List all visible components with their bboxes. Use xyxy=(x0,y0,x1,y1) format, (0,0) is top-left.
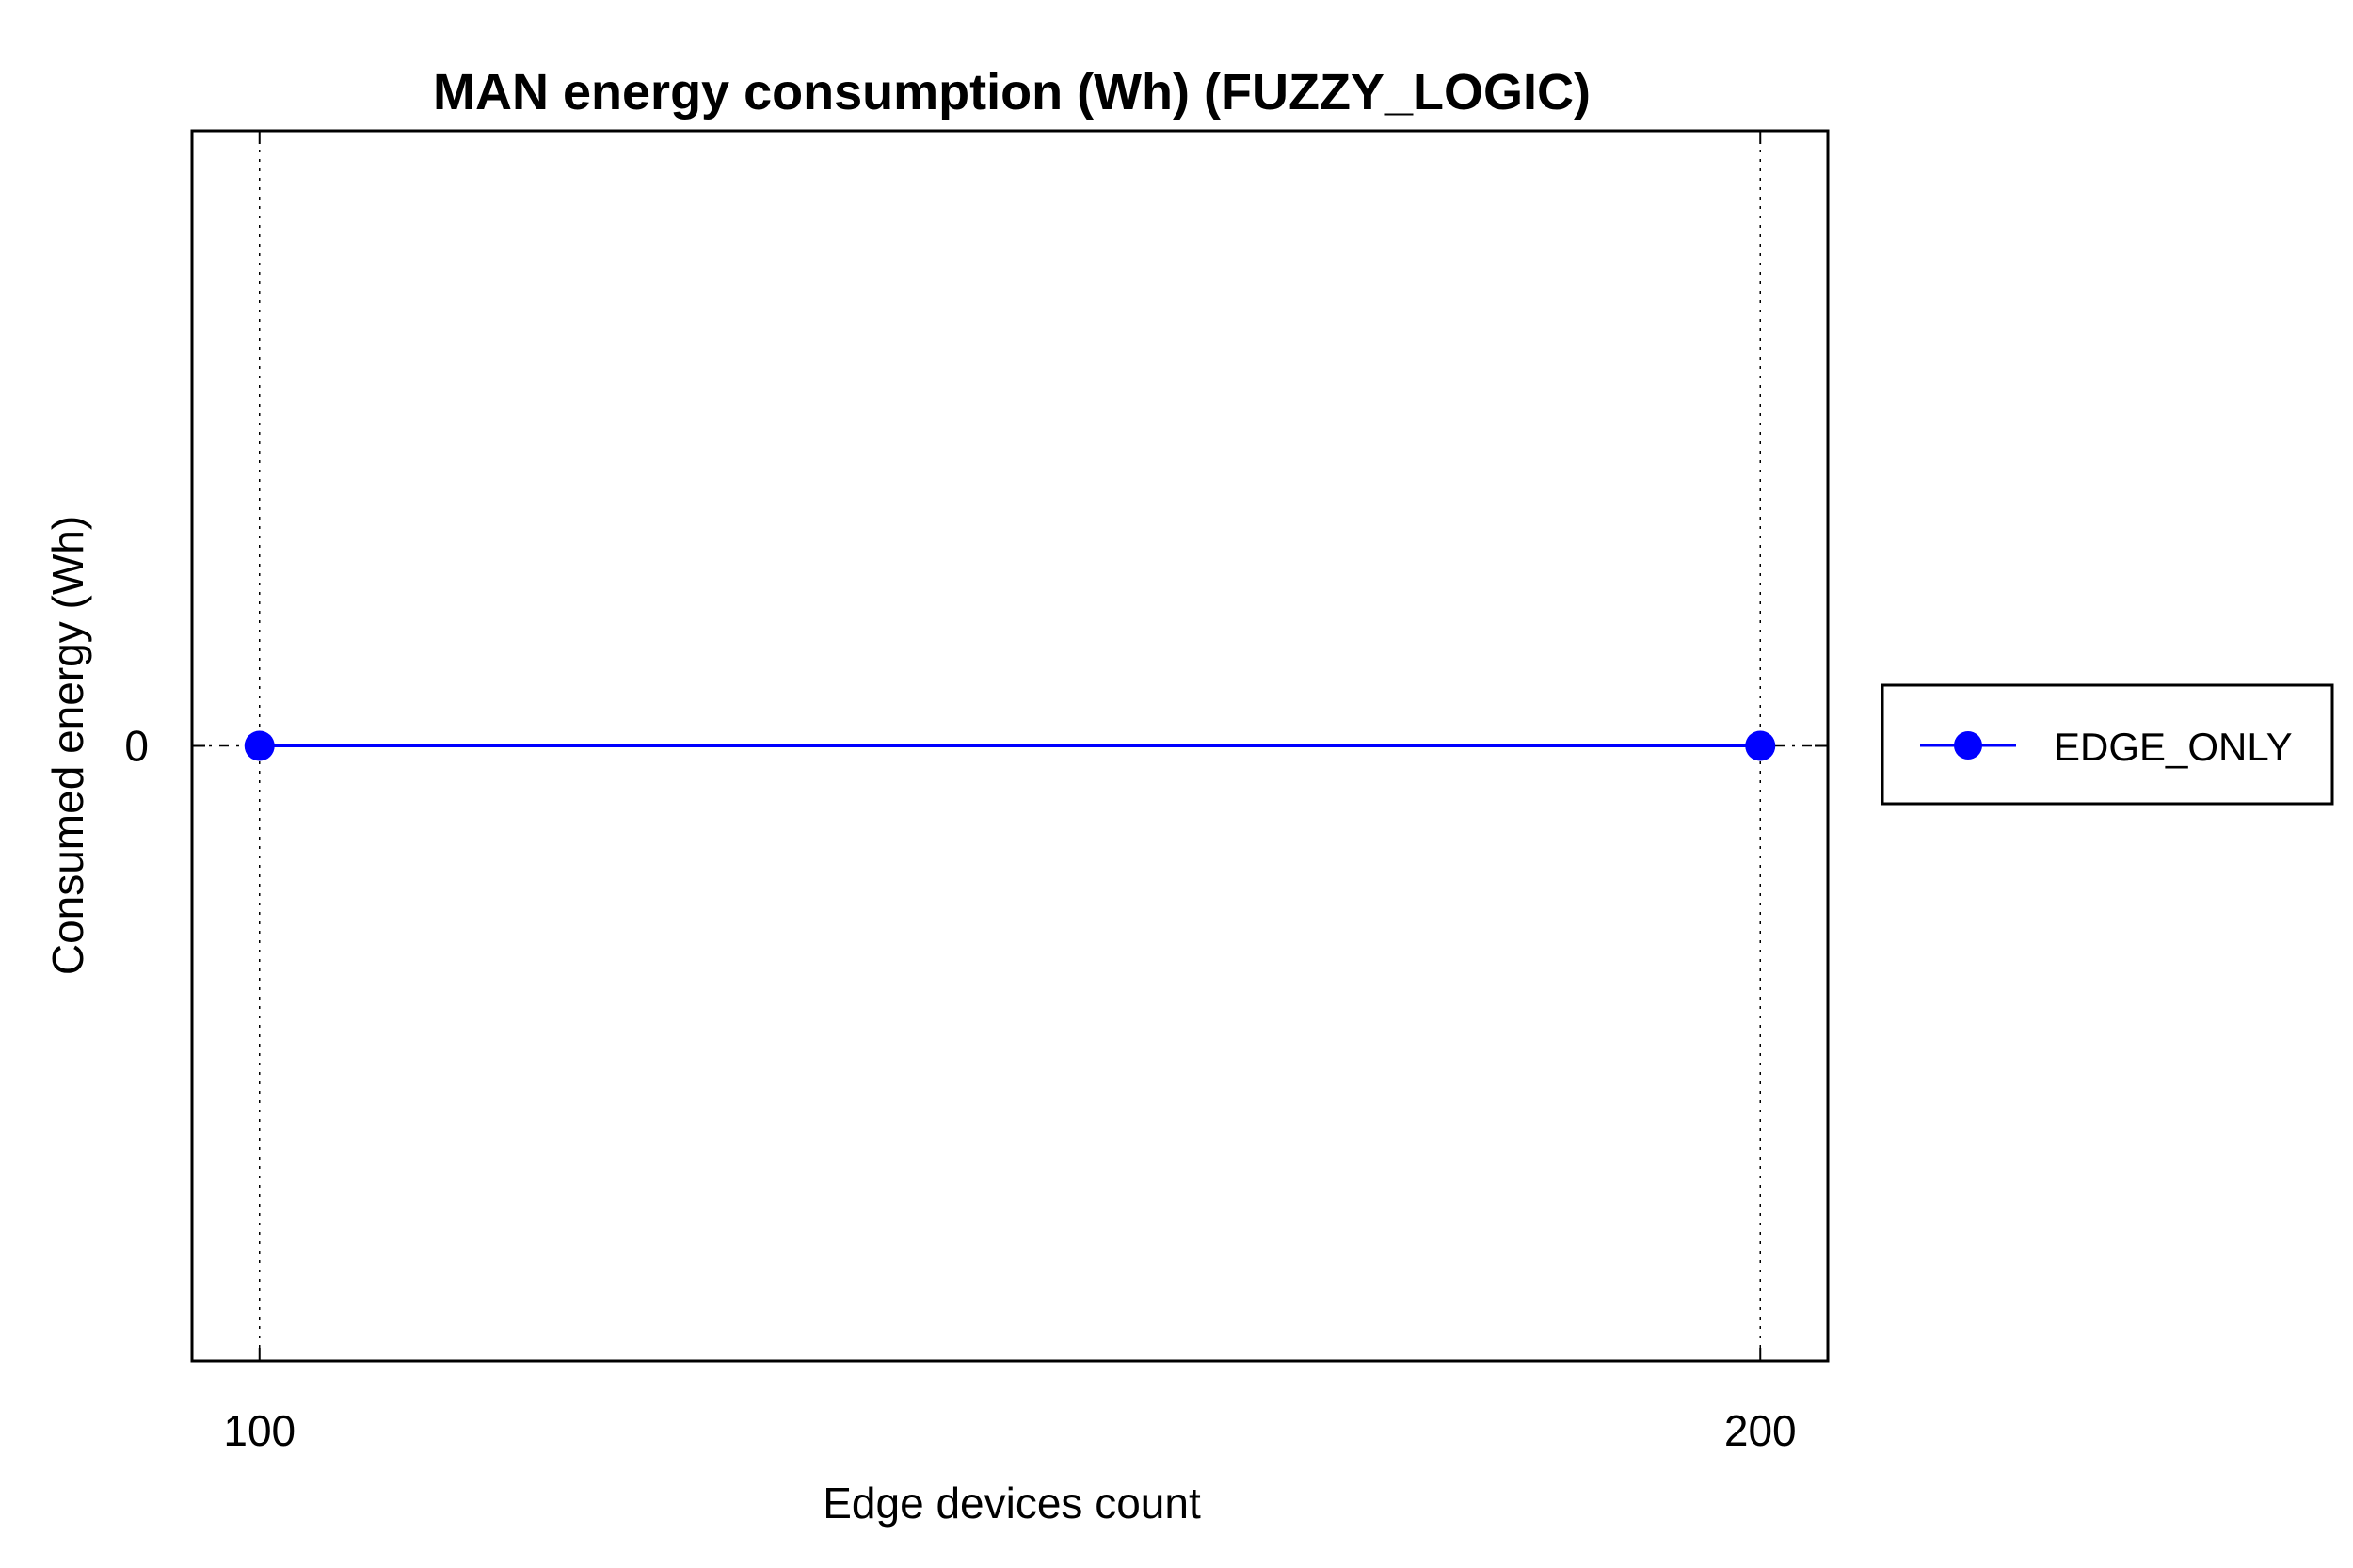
y-tick-label: 0 xyxy=(124,722,149,771)
series-layer xyxy=(244,730,1776,761)
legend: EDGE_ONLY xyxy=(1881,683,2334,806)
x-axis-label: Edge devices count xyxy=(823,1479,1201,1528)
chart-title: MAN energy consumption (Wh) (FUZZY_LOGIC… xyxy=(433,64,1591,120)
x-tick-label: 100 xyxy=(223,1406,296,1455)
axis-ticks xyxy=(192,131,1828,1361)
data-point-edge-only xyxy=(244,730,275,761)
data-point-edge-only xyxy=(1745,730,1776,761)
plot-frame xyxy=(190,129,1830,1363)
y-axis-label: Consumed energy (Wh) xyxy=(43,516,92,975)
legend-entry-label: EDGE_ONLY xyxy=(2054,725,2293,769)
tick-labels: 100 200 0 xyxy=(124,722,1796,1456)
x-tick-label: 200 xyxy=(1724,1406,1797,1455)
legend-marker-swatch xyxy=(1954,731,1982,760)
